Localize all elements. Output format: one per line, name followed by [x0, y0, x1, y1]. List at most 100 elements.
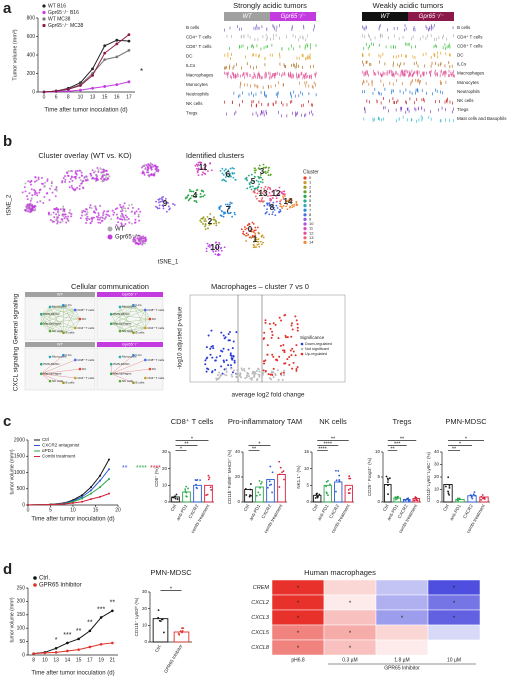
gene — [218, 371, 221, 374]
cell — [135, 210, 138, 213]
cell — [214, 219, 217, 222]
expr-tick — [246, 83, 248, 87]
expr-tick — [296, 56, 298, 60]
cell — [24, 190, 27, 193]
cell — [116, 216, 119, 219]
cell — [78, 187, 81, 190]
cell — [271, 190, 274, 193]
cell — [187, 199, 190, 202]
cell — [120, 214, 123, 217]
expr-tick — [437, 63, 439, 67]
gene — [282, 343, 285, 346]
cell — [207, 245, 210, 248]
cell — [244, 177, 247, 180]
expr-tick — [411, 91, 413, 95]
expr-tick — [226, 34, 228, 38]
point — [43, 651, 47, 655]
cell — [30, 188, 33, 191]
cell — [286, 203, 289, 206]
cell — [28, 203, 31, 206]
cell — [138, 219, 141, 222]
column-label: WT — [57, 342, 64, 347]
expr-tick — [417, 89, 419, 93]
star: * — [453, 586, 456, 592]
node — [118, 379, 122, 383]
cell — [280, 205, 283, 208]
cell — [204, 168, 207, 171]
cluster-label: 10 — [211, 243, 220, 252]
legend-label: WT MC38 — [48, 16, 71, 22]
cell — [204, 218, 207, 221]
edge — [41, 314, 64, 333]
gene — [295, 369, 298, 372]
cell — [70, 170, 73, 173]
cell — [242, 232, 244, 235]
expr-tick — [230, 74, 231, 78]
expr-tick — [224, 71, 225, 75]
gene — [220, 331, 223, 334]
cell — [212, 218, 215, 221]
expr-tick — [257, 73, 259, 77]
expr-tick — [426, 71, 427, 75]
gene — [270, 378, 273, 381]
x-tick-label: 13 — [53, 657, 59, 663]
cell — [261, 178, 264, 181]
cell — [85, 208, 88, 211]
dot — [208, 476, 211, 479]
legend-marker — [303, 204, 307, 208]
dot — [474, 494, 476, 497]
expr-tick — [430, 64, 432, 68]
cell — [144, 242, 147, 245]
expr-tick — [389, 70, 390, 74]
expr-tick — [243, 34, 245, 38]
node-label: CD8⁺ T cells — [77, 308, 94, 312]
expr-tick — [400, 106, 402, 110]
cell — [275, 200, 278, 203]
expr-tick — [277, 91, 279, 95]
cell — [97, 170, 100, 173]
expr-tick — [383, 72, 385, 76]
cell — [58, 214, 61, 217]
expr-tick — [261, 76, 263, 80]
point — [111, 641, 114, 645]
node — [48, 379, 52, 383]
expr-tick — [453, 74, 455, 78]
row-label: CREM — [253, 585, 270, 591]
expr-tick — [252, 100, 254, 104]
cell — [242, 230, 245, 233]
expr-tick — [269, 53, 271, 57]
gene — [289, 349, 292, 352]
row-label: CXCL3 — [251, 615, 270, 621]
gene — [222, 334, 225, 337]
expr-tick — [452, 101, 453, 105]
cell — [256, 243, 259, 246]
dot — [415, 499, 418, 501]
cell — [40, 182, 43, 185]
gene — [272, 371, 275, 374]
expr-tick — [366, 79, 368, 83]
cell — [132, 237, 135, 240]
cell — [145, 164, 148, 167]
axis-label: Tumor volume (mm³) — [12, 29, 18, 80]
cell — [82, 180, 85, 183]
legend-label: 14 — [309, 239, 314, 244]
expr-tick — [227, 54, 229, 58]
expr-tick — [439, 100, 440, 104]
cell — [257, 167, 260, 170]
expr-tick — [404, 24, 406, 28]
expr-tick — [311, 76, 313, 80]
gene — [264, 319, 267, 322]
annotation: ** — [252, 446, 257, 452]
cell — [107, 210, 110, 213]
cell — [85, 213, 88, 216]
bar — [323, 484, 332, 503]
x-tick-label: Ctrl. — [154, 644, 162, 654]
legend-label: 13 — [309, 235, 314, 240]
cell — [278, 211, 281, 214]
column-label: pH6.8 — [291, 657, 305, 663]
expr-tick — [302, 92, 303, 96]
expr-tick — [401, 69, 403, 73]
cell — [267, 169, 270, 172]
gene — [291, 328, 294, 331]
column-label: 1.8 µM — [394, 657, 409, 663]
